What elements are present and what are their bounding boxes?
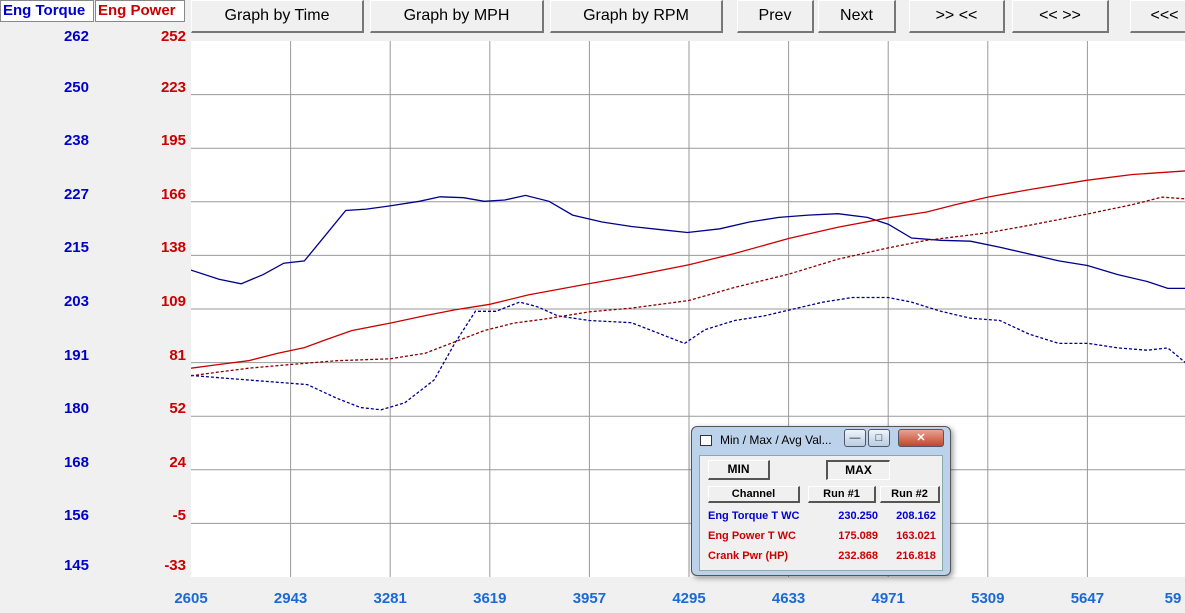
value-cell-run2: 216.818	[896, 550, 936, 562]
series-line-torque-solid	[191, 194, 1185, 290]
rpm-tick-label: 3957	[572, 590, 607, 607]
zoom-out-button[interactable]: << >>	[1012, 0, 1109, 33]
rpm-tick-label: 2943	[273, 590, 308, 607]
value-cell-run2: 163.021	[896, 530, 936, 542]
rpm-tick-label: 5309	[971, 590, 1005, 607]
power-tick-label: 166	[160, 185, 186, 203]
power-tick-label: 223	[160, 78, 186, 96]
dyno-chart	[191, 41, 1185, 577]
prev-button[interactable]: Prev	[737, 0, 814, 33]
power-tick-label: 24	[169, 453, 186, 471]
torque-tick-label: 215	[63, 239, 89, 257]
column-header-channel[interactable]: Channel	[708, 486, 800, 503]
min-button[interactable]: MIN	[708, 460, 770, 480]
rpm-tick-label: 4971	[871, 590, 905, 607]
torque-tick-label: 191	[63, 346, 89, 364]
value-cell-run1: 230.250	[838, 510, 878, 522]
torque-tick-label: 227	[63, 185, 89, 203]
scroll-left-button[interactable]: <<<	[1130, 0, 1185, 33]
power-tick-label: 81	[169, 346, 186, 364]
power-tick-label: 109	[160, 293, 186, 310]
maximize-button[interactable]: □	[868, 429, 890, 447]
power-tick-label: -33	[164, 557, 186, 574]
dialog-body: MIN MAX Channel Run #1 Run #2 Eng Torque…	[699, 455, 943, 571]
value-cell-run1: 232.868	[838, 550, 878, 562]
dialog-title: Min / Max / Avg Val...	[720, 433, 832, 447]
value-cell-run2: 208.162	[896, 510, 936, 522]
gridlines	[191, 41, 1185, 577]
torque-tick-label: 145	[63, 557, 89, 574]
rpm-tick-label: 4633	[771, 590, 806, 607]
max-button[interactable]: MAX	[826, 460, 890, 480]
torque-tick-label: 203	[63, 293, 89, 310]
value-cell-name: Eng Torque T WC	[708, 510, 800, 522]
power-tick-label: 138	[160, 239, 186, 257]
value-cell-name: Eng Power T WC	[708, 530, 796, 542]
torque-tick-label: 168	[63, 453, 89, 471]
column-header-run1[interactable]: Run #1	[808, 486, 876, 503]
tab-eng-torque[interactable]: Eng Torque	[0, 0, 94, 22]
torque-tick-label: 250	[63, 78, 89, 96]
rpm-tick-label: 3281	[373, 590, 407, 607]
tab-eng-power[interactable]: Eng Power	[95, 0, 185, 22]
graph-by-rpm-button[interactable]: Graph by RPM	[550, 0, 723, 33]
rpm-tick-label: 4295	[672, 590, 706, 607]
close-button[interactable]: ✕	[898, 429, 944, 447]
torque-tick-label: 238	[63, 132, 89, 150]
power-tick-label: 52	[169, 400, 186, 418]
rpm-tick-label: 2605	[174, 590, 208, 607]
value-cell-name: Crank Pwr (HP)	[708, 550, 789, 562]
series-line-power-dashed	[191, 196, 1185, 377]
series-lines	[191, 170, 1185, 411]
power-tick-label: 252	[160, 28, 186, 45]
power-tick-label: -5	[172, 507, 186, 525]
column-header-run2[interactable]: Run #2	[880, 486, 940, 503]
value-cell-run1: 175.089	[838, 530, 878, 542]
series-line-power-solid	[191, 170, 1185, 369]
graph-by-time-button[interactable]: Graph by Time	[191, 0, 364, 33]
rpm-tick-label: 59	[1164, 590, 1182, 607]
torque-tick-label: 156	[63, 507, 89, 525]
rpm-tick-label: 3619	[473, 590, 507, 607]
window-icon	[700, 435, 712, 446]
minimize-button[interactable]: —	[844, 429, 866, 447]
min-max-avg-dialog[interactable]: Min / Max / Avg Val... — □ ✕ MIN MAX Cha…	[691, 426, 951, 576]
series-line-torque-dashed	[191, 296, 1185, 411]
zoom-in-button[interactable]: >> <<	[909, 0, 1005, 33]
torque-tick-label: 262	[63, 28, 89, 45]
torque-tick-label: 180	[63, 400, 89, 418]
rpm-tick-label: 5647	[1070, 590, 1105, 607]
next-button[interactable]: Next	[818, 0, 896, 33]
graph-by-mph-button[interactable]: Graph by MPH	[370, 0, 544, 33]
power-tick-label: 195	[160, 132, 186, 150]
